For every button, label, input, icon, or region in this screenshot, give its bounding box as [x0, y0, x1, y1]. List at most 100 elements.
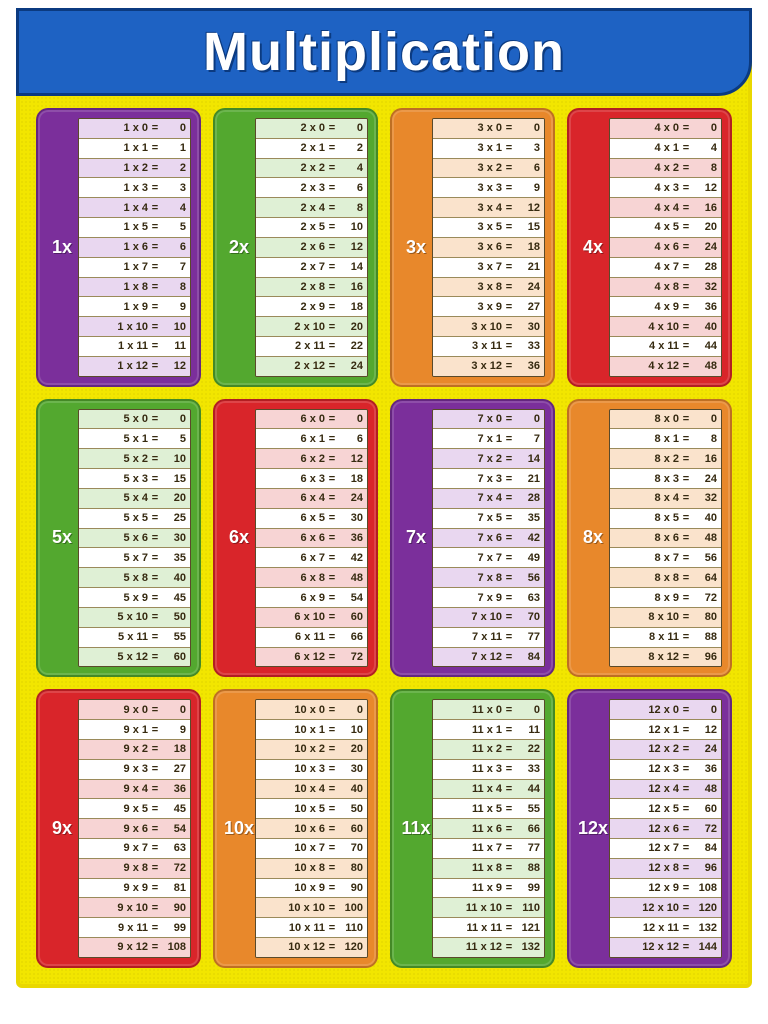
fact-lhs: 9 x 7: [83, 842, 150, 854]
fact-lhs: 11 x 8: [437, 862, 504, 874]
fact-lhs: 8 x 10: [614, 611, 681, 623]
fact-eq: =: [327, 941, 337, 953]
fact-eq: =: [327, 783, 337, 795]
fact-lhs: 9 x 8: [83, 862, 150, 874]
fact-result: 96: [691, 862, 717, 874]
fact-eq: =: [681, 360, 691, 372]
fact-result: 70: [514, 611, 540, 623]
fact-eq: =: [681, 413, 691, 425]
fact-result: 6: [337, 433, 363, 445]
fact-result: 84: [514, 651, 540, 663]
fact-row: 9 x 6=54: [79, 819, 190, 839]
fact-row: 7 x 5=35: [433, 509, 544, 529]
table-rows-4: 4 x 0=04 x 1=44 x 2=84 x 3=124 x 4=164 x…: [609, 118, 722, 377]
fact-row: 1 x 4=4: [79, 198, 190, 218]
fact-result: 6: [514, 162, 540, 174]
fact-row: 3 x 2=6: [433, 159, 544, 179]
fact-row: 8 x 4=32: [610, 489, 721, 509]
fact-lhs: 7 x 6: [437, 532, 504, 544]
table-label-12: 12x: [577, 699, 609, 958]
fact-row: 5 x 10=50: [79, 608, 190, 628]
fact-eq: =: [150, 281, 160, 293]
table-rows-7: 7 x 0=07 x 1=77 x 2=147 x 3=217 x 4=287 …: [432, 409, 545, 668]
fact-result: 8: [691, 162, 717, 174]
fact-result: 8: [691, 433, 717, 445]
fact-result: 33: [514, 340, 540, 352]
fact-result: 7: [514, 433, 540, 445]
times-table-9: 9x9 x 0=09 x 1=99 x 2=189 x 3=279 x 4=36…: [36, 689, 201, 968]
fact-row: 6 x 8=48: [256, 568, 367, 588]
fact-row: 1 x 5=5: [79, 218, 190, 238]
fact-lhs: 1 x 0: [83, 122, 150, 134]
fact-eq: =: [504, 413, 514, 425]
fact-row: 12 x 6=72: [610, 819, 721, 839]
fact-eq: =: [681, 592, 691, 604]
fact-result: 36: [514, 360, 540, 372]
fact-eq: =: [681, 281, 691, 293]
fact-row: 2 x 2=4: [256, 159, 367, 179]
fact-eq: =: [327, 512, 337, 524]
fact-lhs: 1 x 7: [83, 261, 150, 273]
fact-result: 44: [514, 783, 540, 795]
fact-result: 121: [514, 922, 540, 934]
fact-row: 6 x 11=66: [256, 628, 367, 648]
fact-lhs: 8 x 12: [614, 651, 681, 663]
fact-lhs: 12 x 1: [614, 724, 681, 736]
fact-row: 12 x 12=144: [610, 938, 721, 957]
fact-row: 11 x 11=121: [433, 918, 544, 938]
fact-result: 32: [691, 492, 717, 504]
fact-eq: =: [327, 572, 337, 584]
fact-eq: =: [504, 572, 514, 584]
fact-eq: =: [327, 922, 337, 934]
fact-lhs: 3 x 10: [437, 321, 504, 333]
fact-row: 7 x 8=56: [433, 568, 544, 588]
fact-lhs: 4 x 10: [614, 321, 681, 333]
fact-result: 22: [514, 743, 540, 755]
fact-lhs: 6 x 12: [260, 651, 327, 663]
fact-eq: =: [327, 221, 337, 233]
fact-row: 8 x 3=24: [610, 469, 721, 489]
fact-row: 11 x 3=33: [433, 760, 544, 780]
fact-eq: =: [327, 532, 337, 544]
fact-row: 1 x 2=2: [79, 159, 190, 179]
fact-row: 8 x 7=56: [610, 548, 721, 568]
fact-result: 88: [514, 862, 540, 874]
fact-lhs: 9 x 1: [83, 724, 150, 736]
fact-row: 10 x 0=0: [256, 700, 367, 720]
fact-result: 14: [337, 261, 363, 273]
fact-lhs: 7 x 8: [437, 572, 504, 584]
fact-result: 0: [337, 122, 363, 134]
fact-eq: =: [504, 162, 514, 174]
fact-eq: =: [150, 142, 160, 154]
fact-eq: =: [504, 783, 514, 795]
fact-lhs: 2 x 3: [260, 182, 327, 194]
fact-result: 8: [337, 202, 363, 214]
fact-row: 12 x 10=120: [610, 898, 721, 918]
fact-result: 36: [691, 301, 717, 313]
times-table-7: 7x7 x 0=07 x 1=77 x 2=147 x 3=217 x 4=28…: [390, 399, 555, 678]
fact-result: 18: [337, 301, 363, 313]
fact-lhs: 3 x 8: [437, 281, 504, 293]
fact-result: 80: [691, 611, 717, 623]
fact-row: 3 x 7=21: [433, 258, 544, 278]
fact-result: 24: [691, 241, 717, 253]
fact-lhs: 4 x 2: [614, 162, 681, 174]
fact-lhs: 3 x 7: [437, 261, 504, 273]
fact-lhs: 5 x 5: [83, 512, 150, 524]
fact-eq: =: [681, 922, 691, 934]
fact-lhs: 4 x 8: [614, 281, 681, 293]
fact-result: 108: [691, 882, 717, 894]
fact-result: 9: [514, 182, 540, 194]
fact-result: 0: [337, 704, 363, 716]
fact-eq: =: [150, 651, 160, 663]
fact-eq: =: [150, 724, 160, 736]
table-label-4: 4x: [577, 118, 609, 377]
fact-lhs: 11 x 0: [437, 704, 504, 716]
fact-lhs: 10 x 7: [260, 842, 327, 854]
fact-lhs: 1 x 3: [83, 182, 150, 194]
fact-eq: =: [681, 202, 691, 214]
fact-result: 50: [337, 803, 363, 815]
fact-result: 4: [160, 202, 186, 214]
fact-lhs: 3 x 6: [437, 241, 504, 253]
fact-row: 1 x 9=9: [79, 297, 190, 317]
